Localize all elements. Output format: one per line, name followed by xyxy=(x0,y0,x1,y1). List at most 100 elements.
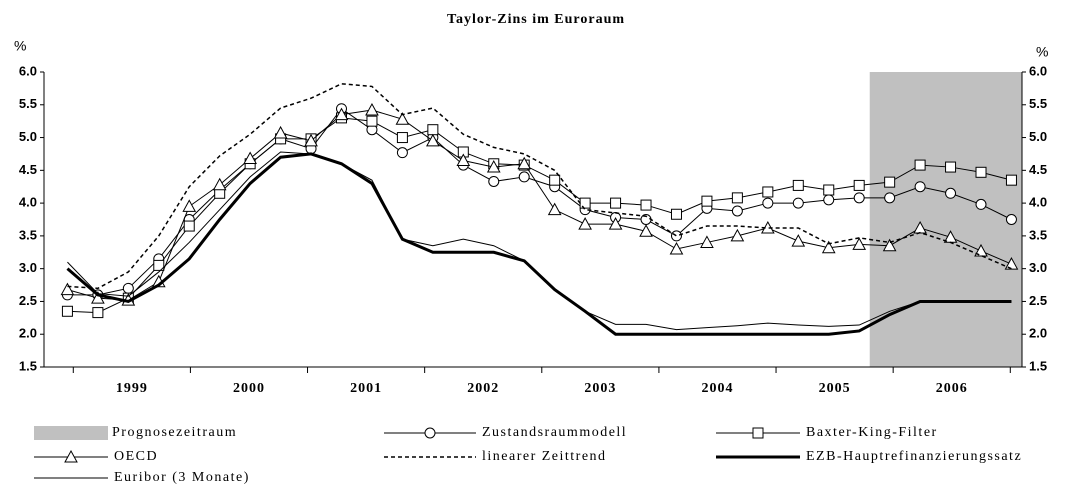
marker xyxy=(91,291,105,304)
y2-tick-label: 6.0 xyxy=(1029,63,1047,78)
marker xyxy=(488,175,500,187)
marker xyxy=(610,197,622,209)
y-tick-label: 6.0 xyxy=(19,63,37,78)
marker xyxy=(914,159,926,171)
series-line xyxy=(67,151,1012,331)
y2-tick-label: 3.5 xyxy=(1029,227,1047,242)
marker xyxy=(304,133,318,147)
y-tick-label: 4.0 xyxy=(19,195,37,210)
marker xyxy=(518,171,530,183)
y2-axis-label: % xyxy=(1036,44,1048,60)
x-tick-label: 2004 xyxy=(701,381,733,396)
x-tick-label: 2001 xyxy=(350,381,382,396)
marker xyxy=(243,151,257,165)
marker xyxy=(792,179,804,191)
marker xyxy=(762,197,774,209)
marker xyxy=(61,305,73,317)
marker xyxy=(608,217,623,230)
marker xyxy=(426,133,440,147)
y-axis-label: % xyxy=(14,38,26,54)
series-line xyxy=(67,83,1012,290)
y2-tick-label: 4.5 xyxy=(1029,162,1047,177)
marker xyxy=(975,198,987,210)
marker xyxy=(701,195,713,207)
x-tick-label: 1999 xyxy=(116,381,148,396)
legend-label: OECD xyxy=(114,449,158,464)
marker xyxy=(853,179,865,191)
marker xyxy=(670,208,682,220)
marker xyxy=(945,187,957,199)
legend-label: Zustandsraummodell xyxy=(482,425,627,440)
y-tick-label: 2.0 xyxy=(19,326,37,341)
marker xyxy=(823,184,835,196)
marker xyxy=(424,427,436,439)
marker xyxy=(182,199,197,212)
marker xyxy=(882,238,897,252)
y2-tick-label: 2.0 xyxy=(1029,326,1047,341)
legend-label: Baxter-King-Filter xyxy=(806,425,938,440)
marker xyxy=(427,124,439,136)
y2-tick-label: 2.5 xyxy=(1029,293,1047,308)
legend-label: Prognosezeitraum xyxy=(112,425,237,440)
y-tick-label: 3.0 xyxy=(19,260,37,275)
marker xyxy=(365,102,379,116)
forecast-area xyxy=(869,72,1022,367)
marker xyxy=(122,282,134,294)
marker xyxy=(914,181,926,193)
x-tick-label: 2000 xyxy=(233,381,265,396)
chart-title: Taylor-Zins im Euroraum xyxy=(447,12,625,27)
marker xyxy=(1004,257,1019,270)
marker xyxy=(670,230,682,242)
y2-tick-label: 1.5 xyxy=(1029,358,1047,373)
marker xyxy=(456,153,471,166)
y2-tick-label: 3.0 xyxy=(1029,260,1047,275)
y2-tick-label: 5.0 xyxy=(1029,129,1047,144)
marker xyxy=(762,186,774,198)
marker xyxy=(731,205,743,217)
y-tick-label: 3.5 xyxy=(19,227,37,242)
marker xyxy=(1005,174,1017,186)
marker xyxy=(975,166,987,178)
marker xyxy=(700,235,714,248)
marker xyxy=(731,192,743,204)
marker xyxy=(853,192,865,204)
marker xyxy=(730,228,745,242)
marker xyxy=(395,112,410,125)
marker xyxy=(486,160,501,173)
y-tick-label: 5.5 xyxy=(19,96,37,111)
marker xyxy=(752,427,764,439)
marker xyxy=(884,192,896,204)
y-tick-label: 4.5 xyxy=(19,162,37,177)
marker xyxy=(396,132,408,144)
marker xyxy=(669,241,684,255)
marker xyxy=(396,147,408,159)
marker xyxy=(183,220,195,232)
marker xyxy=(578,217,592,230)
marker xyxy=(852,237,867,250)
marker xyxy=(821,240,836,254)
x-tick-label: 2002 xyxy=(467,381,499,396)
y2-tick-label: 4.0 xyxy=(1029,195,1047,210)
marker xyxy=(273,125,288,139)
legend-swatch xyxy=(34,426,108,440)
legend-label: linearer Zeittrend xyxy=(482,449,607,464)
marker xyxy=(791,234,806,247)
marker xyxy=(334,107,349,121)
marker xyxy=(640,199,652,211)
marker xyxy=(517,156,532,170)
x-tick-label: 2006 xyxy=(936,381,968,396)
marker xyxy=(366,115,378,127)
marker xyxy=(547,202,562,216)
marker xyxy=(945,161,957,173)
x-tick-label: 2005 xyxy=(819,381,851,396)
marker xyxy=(1005,214,1017,225)
marker xyxy=(579,197,591,209)
legend-label: EZB-Hauptrefinanzierungssatz xyxy=(806,449,1022,464)
series-line xyxy=(67,109,1012,301)
y2-tick-label: 5.5 xyxy=(1029,96,1047,111)
legend-label: Euribor (3 Monate) xyxy=(114,470,250,485)
marker xyxy=(549,174,561,186)
marker xyxy=(792,197,804,209)
marker xyxy=(153,259,165,271)
